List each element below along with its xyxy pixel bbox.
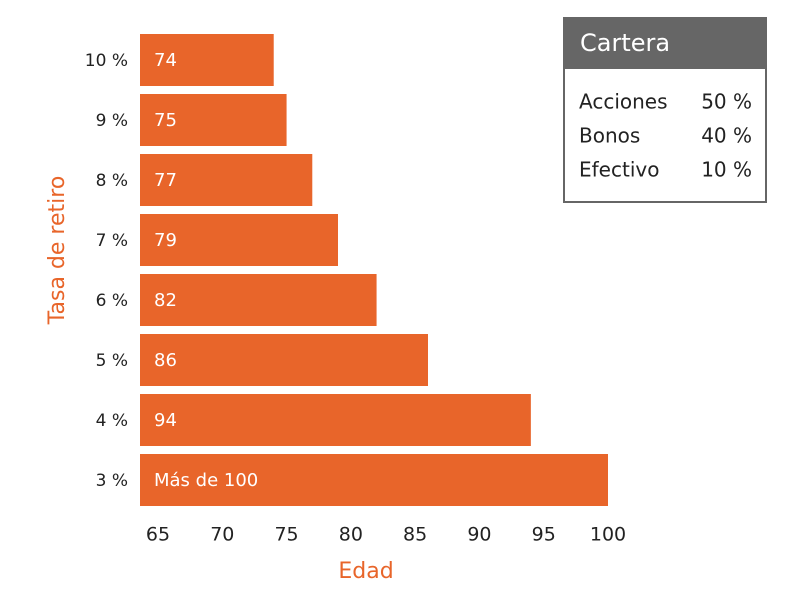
bar-value-label: 77 [154, 170, 177, 191]
y-tick-label: 8 % [96, 171, 128, 191]
bar [140, 214, 338, 266]
bar [140, 94, 287, 146]
bar [140, 394, 531, 446]
y-tick-label: 7 % [96, 231, 128, 251]
bar-value-label: 82 [154, 290, 177, 311]
portfolio-asset: Bonos [579, 124, 640, 148]
bar-value-label: 86 [154, 350, 177, 371]
portfolio-box: Cartera [563, 17, 767, 203]
bar [140, 154, 313, 206]
y-axis-label: Tasa de retiro [45, 176, 70, 326]
bar-value-label: 75 [154, 110, 177, 131]
portfolio-share: 10 % [701, 158, 752, 182]
y-tick-label: 4 % [96, 411, 128, 431]
bar [140, 454, 608, 506]
y-tick-label: 6 % [96, 291, 128, 311]
portfolio-asset: Acciones [579, 90, 668, 114]
x-tick-label: 65 [146, 524, 170, 546]
x-tick-label: 85 [403, 524, 427, 546]
y-tick-label: 10 % [85, 51, 128, 71]
bar [140, 274, 377, 326]
portfolio-header [564, 18, 766, 69]
bar-value-label: 74 [154, 50, 177, 71]
bar-value-label: 94 [154, 410, 177, 431]
x-tick-label: 75 [274, 524, 298, 546]
y-tick-label: 5 % [96, 351, 128, 371]
y-tick-label: 9 % [96, 111, 128, 131]
x-tick-label: 100 [590, 524, 626, 546]
bar-value-label: 79 [154, 230, 177, 251]
x-tick-label: 80 [339, 524, 363, 546]
x-tick-label: 70 [210, 524, 234, 546]
bar-value-label: Más de 100 [154, 470, 258, 491]
x-tick-label: 90 [467, 524, 491, 546]
portfolio-asset: Efectivo [579, 158, 659, 182]
portfolio-share: 50 % [701, 90, 752, 114]
x-tick-label: 95 [532, 524, 556, 546]
portfolio-share: 40 % [701, 124, 752, 148]
y-tick-label: 3 % [96, 471, 128, 491]
bar [140, 34, 274, 86]
bar [140, 334, 428, 386]
x-axis-label: Edad [338, 559, 393, 584]
portfolio-title: Cartera [580, 29, 670, 57]
